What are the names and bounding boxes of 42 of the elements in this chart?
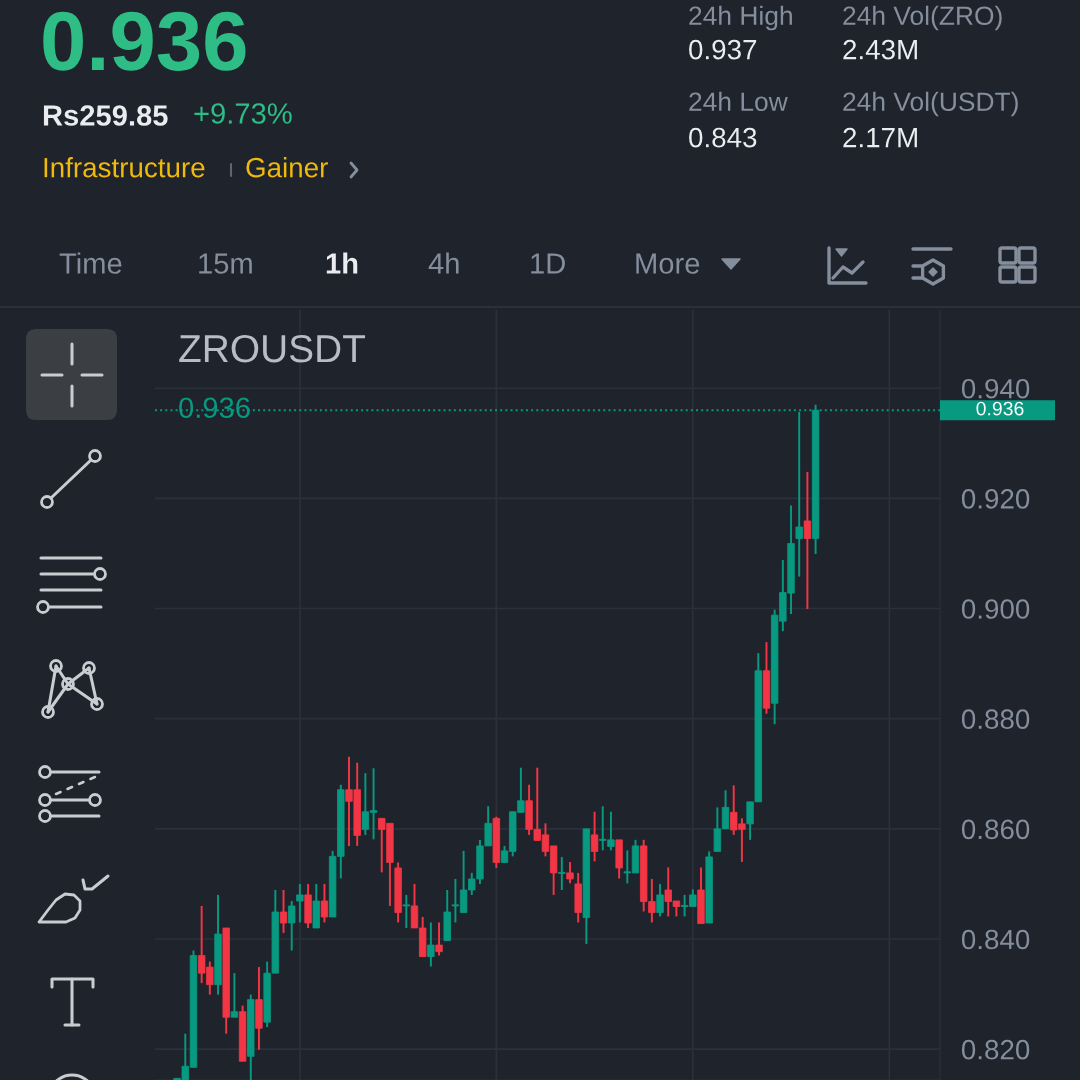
candlestick	[566, 860, 574, 885]
text: More	[636, 253, 700, 274]
candlestick	[435, 921, 443, 957]
text: Time	[59, 252, 122, 274]
candlestick	[656, 882, 664, 918]
y-tick-label: 0.940	[961, 378, 1030, 399]
text: Infrastructure	[44, 157, 205, 178]
text: Gainer	[246, 157, 328, 178]
chart-title: ZROUSDT	[179, 334, 366, 363]
text: 24h Vol(ZRO)	[843, 5, 1002, 31]
annotation: 0.936	[179, 397, 250, 419]
candlestick	[402, 893, 410, 929]
text: 2.17M	[843, 127, 917, 148]
candlestick	[427, 921, 435, 968]
candlestick	[288, 900, 296, 952]
y-tick-label: 0.900	[961, 599, 1030, 619]
candlestick	[803, 470, 812, 611]
candlestick	[230, 972, 239, 1019]
text: 2.43M	[843, 39, 917, 60]
text: 0.936	[43, 11, 246, 71]
y-tick-label: 0.820	[961, 1039, 1030, 1060]
text: 0.937	[689, 39, 757, 60]
text: 1h	[326, 252, 358, 274]
y-tick-label: 0.920	[961, 489, 1030, 509]
text: Rs259.85	[43, 105, 168, 126]
text: 24h High	[689, 5, 792, 31]
y-tick-label: 0.840	[961, 929, 1030, 950]
candlestick	[279, 889, 288, 934]
text: 4h	[428, 252, 459, 274]
text: 0.843	[689, 127, 757, 148]
text: 24h Low	[689, 91, 788, 112]
text: 1D	[531, 253, 565, 274]
y-tick-label: 0.860	[961, 819, 1030, 840]
y-tick-label: 0.880	[961, 709, 1030, 730]
text: 24h Vol(USDT)	[843, 91, 1018, 117]
ref-line-label: 0.936	[976, 401, 1024, 416]
candlestick	[296, 882, 304, 924]
candlestick	[590, 810, 599, 863]
candlestick	[558, 855, 566, 891]
text: 15m	[199, 253, 252, 274]
candlestick	[320, 882, 329, 924]
text: +9.73%	[194, 103, 292, 124]
